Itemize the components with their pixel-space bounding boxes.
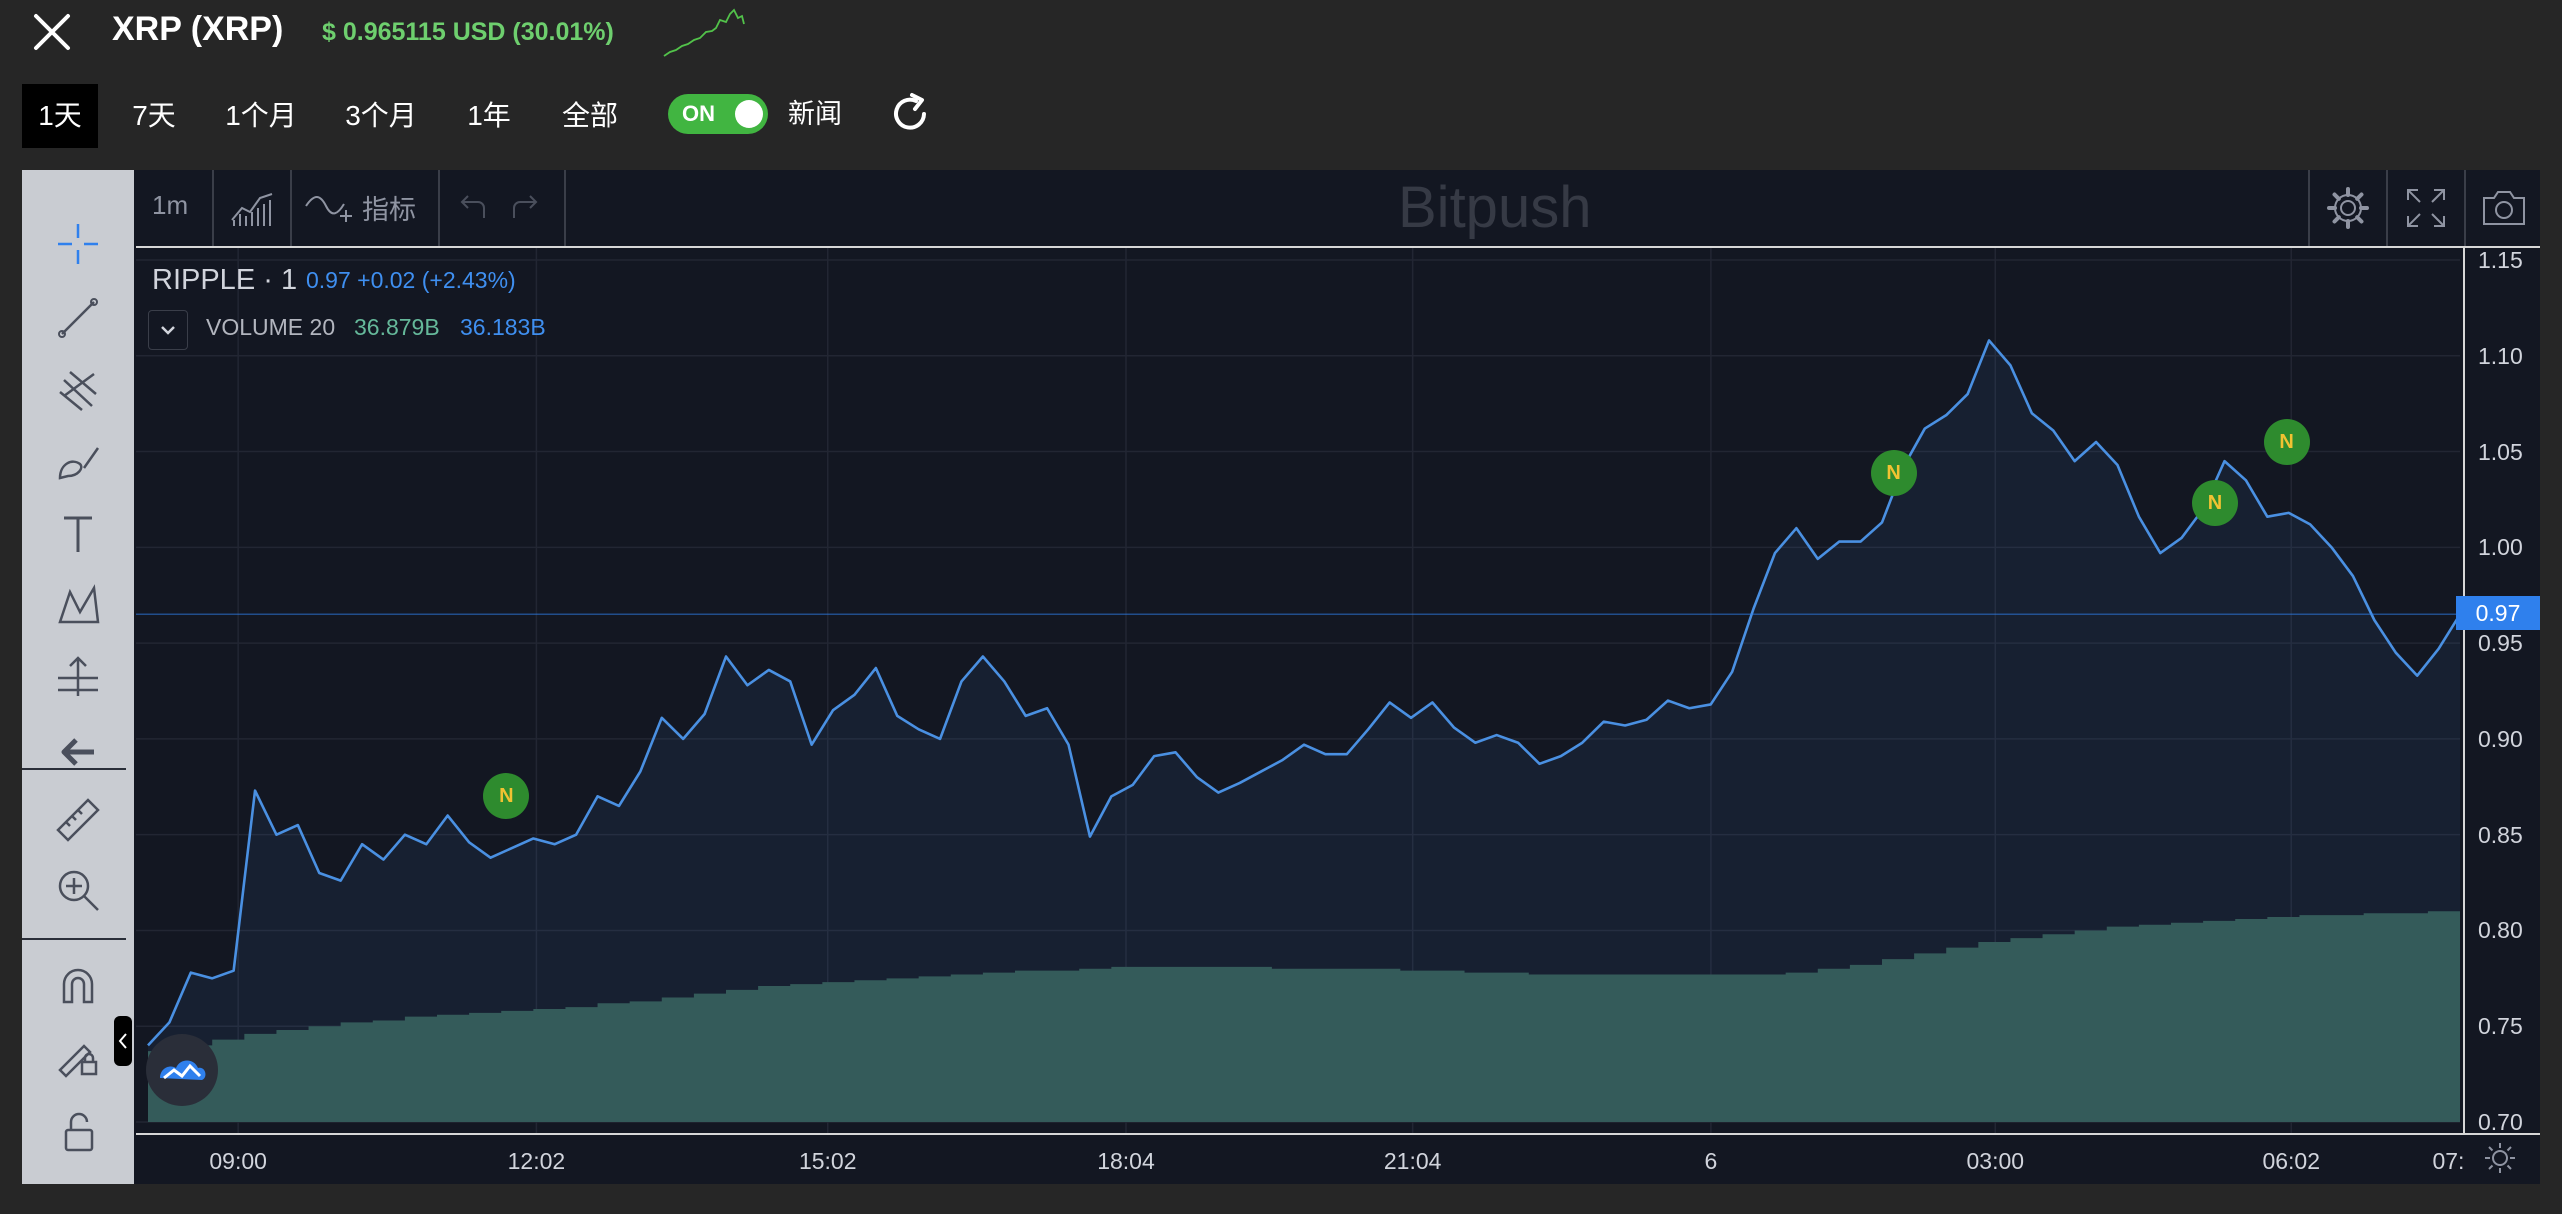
toolbar-divider — [564, 170, 566, 246]
toolbar-divider — [212, 170, 214, 246]
x-tick-label: 03:00 — [1966, 1148, 2025, 1174]
coin-title: XRP (XRP) — [112, 10, 284, 48]
drawing-toolbar — [22, 170, 134, 1184]
indicator-icon[interactable] — [304, 186, 356, 230]
legend-quote: 0.97 +0.02 (+2.43%) — [306, 267, 516, 293]
range-tab-7d[interactable]: 7天 — [132, 100, 176, 131]
toolbar-divider — [438, 170, 440, 246]
legend-volume-value: 36.879B — [354, 314, 440, 340]
range-tab-1m[interactable]: 1个月 — [225, 100, 297, 131]
trend-line-icon[interactable] — [22, 288, 134, 348]
x-tick-label: 06:02 — [2262, 1148, 2320, 1174]
news-marker[interactable]: N — [2263, 418, 2310, 465]
camera-icon[interactable] — [2480, 188, 2528, 228]
news-marker[interactable]: N — [483, 773, 530, 820]
x-tick-label: 18:04 — [1097, 1148, 1155, 1174]
volume-area — [148, 911, 2460, 1122]
unlock-icon[interactable] — [22, 1102, 134, 1162]
fullscreen-icon[interactable] — [2404, 186, 2448, 230]
crosshair-icon[interactable] — [22, 214, 134, 274]
range-tab-1y[interactable]: 1年 — [467, 100, 511, 131]
x-tick-label: 15:02 — [798, 1148, 857, 1174]
toggle-knob — [735, 100, 763, 128]
text-tool-icon[interactable] — [22, 504, 134, 564]
y-tick-label: 1.05 — [2478, 438, 2523, 465]
legend-interval: · 1 — [263, 264, 298, 296]
chart-style-icon[interactable] — [230, 186, 274, 230]
lock-drawing-icon[interactable] — [22, 1026, 134, 1086]
axis-settings-icon[interactable] — [2482, 1140, 2518, 1176]
news-label: 新闻 — [788, 99, 842, 129]
news-marker[interactable]: N — [1870, 449, 1917, 496]
toolbar-divider — [2464, 170, 2466, 246]
price-line — [147, 339, 2462, 1047]
fib-tool-icon[interactable] — [22, 360, 134, 420]
y-tick-label: 0.80 — [2478, 917, 2523, 944]
toolbar-divider — [22, 938, 126, 940]
pattern-tool-icon[interactable] — [22, 576, 134, 636]
toolbar-divider — [290, 170, 292, 246]
magnet-icon[interactable] — [22, 956, 134, 1016]
back-arrow-icon[interactable] — [22, 722, 134, 782]
y-tick-label: 0.75 — [2478, 1013, 2523, 1040]
price-chart[interactable] — [136, 248, 2540, 1184]
x-tick-label: 6 — [1704, 1148, 1718, 1174]
price-area — [148, 340, 2460, 1122]
measure-prediction-icon[interactable] — [22, 648, 134, 708]
zoom-in-icon[interactable] — [22, 860, 134, 920]
chart-toolbar: 1m 指标 Bitpush — [136, 170, 2540, 248]
legend-symbol-name: RIPPLE — [152, 264, 256, 296]
bitpush-logo[interactable] — [146, 1034, 218, 1106]
news-toggle[interactable]: ON — [668, 94, 768, 134]
legend-volume-ma: 36.183B — [460, 314, 546, 340]
ruler-icon[interactable] — [22, 790, 134, 850]
indicators-button[interactable]: 指标 — [362, 195, 416, 225]
x-tick-label: 07: — [2432, 1148, 2465, 1174]
toolbar-divider — [2308, 170, 2310, 246]
x-tick-label: 12:02 — [507, 1148, 566, 1174]
toolbar-collapse-handle[interactable] — [114, 1016, 132, 1066]
toolbar-divider — [22, 768, 126, 770]
y-tick-label: 0.85 — [2478, 821, 2523, 848]
y-tick-label: 0.95 — [2478, 630, 2523, 657]
x-tick-label: 21:04 — [1383, 1148, 1442, 1174]
range-tab-3m[interactable]: 3个月 — [345, 100, 417, 131]
legend-symbol: RIPPLE · 1 — [152, 264, 297, 297]
range-tab-all[interactable]: 全部 — [561, 100, 618, 131]
coin-price: $ 0.965115 USD (30.01%) — [322, 18, 614, 46]
redo-icon[interactable] — [508, 192, 542, 224]
range-tab-1d[interactable]: 1天 — [22, 84, 98, 148]
legend-volume-label: VOLUME 20 — [206, 314, 336, 340]
brush-icon[interactable] — [22, 432, 134, 492]
y-tick-label: 0.90 — [2478, 725, 2523, 752]
sparkline-chart — [663, 8, 745, 57]
watermark: Bitpush — [1398, 175, 1592, 240]
legend-collapse-button[interactable] — [148, 310, 188, 350]
refresh-icon[interactable] — [886, 90, 934, 138]
y-tick-label: 1.15 — [2478, 247, 2523, 273]
undo-icon[interactable] — [456, 192, 490, 224]
x-tick-label: 09:00 — [209, 1148, 267, 1174]
y-tick-label: 0.70 — [2478, 1109, 2523, 1135]
y-tick-label: 1.00 — [2478, 534, 2523, 561]
toggle-label: ON — [682, 101, 715, 126]
news-marker[interactable]: N — [2191, 480, 2238, 527]
toolbar-divider — [2386, 170, 2388, 246]
settings-gear-icon[interactable] — [2326, 186, 2370, 230]
current-price-tag: 0.97 — [2456, 596, 2540, 630]
y-tick-label: 1.10 — [2478, 342, 2523, 369]
close-icon[interactable] — [28, 12, 76, 52]
interval-button[interactable]: 1m — [152, 190, 189, 220]
